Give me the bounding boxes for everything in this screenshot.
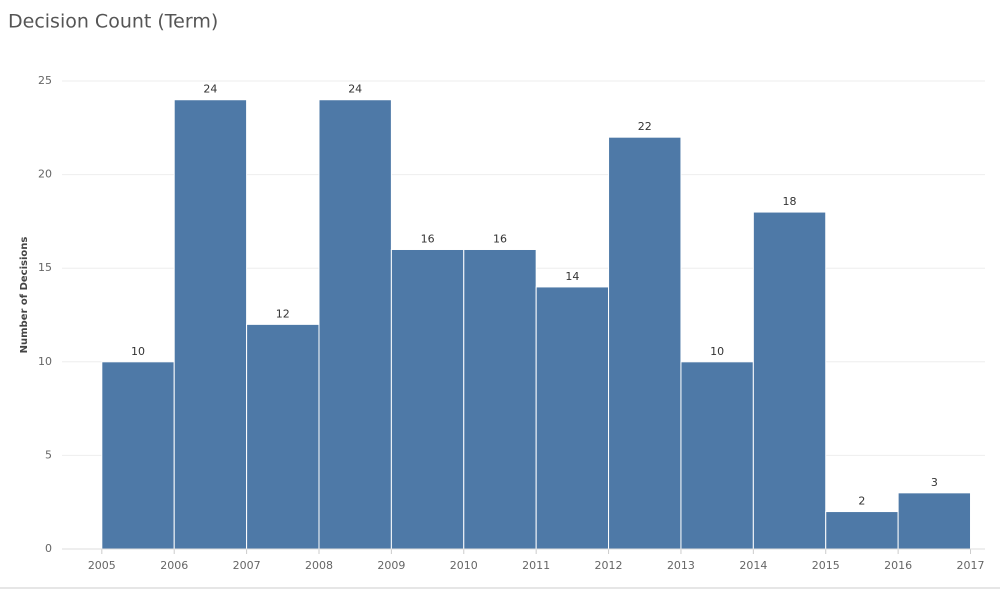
x-tick-label: 2017: [957, 559, 985, 572]
y-tick-label: 25: [38, 74, 52, 87]
y-tick-label: 5: [45, 448, 52, 461]
data-label: 24: [348, 83, 362, 96]
bar: [752, 211, 827, 550]
bar: [318, 99, 392, 550]
data-label: 16: [493, 232, 507, 245]
y-tick-label: 20: [38, 168, 52, 181]
y-tick-label: 0: [45, 542, 52, 555]
data-label: 3: [931, 476, 938, 489]
x-tick-label: 2009: [377, 559, 405, 572]
bar: [173, 99, 248, 550]
data-label: 18: [783, 195, 797, 208]
data-label: 10: [131, 345, 145, 358]
x-tick-label: 2014: [739, 559, 767, 572]
data-label: 24: [203, 83, 217, 96]
chart-title: Decision Count (Term): [8, 11, 218, 33]
data-label: 22: [638, 120, 652, 133]
bar: [246, 323, 320, 550]
x-tick-label: 2016: [884, 559, 912, 572]
x-tick-label: 2015: [812, 559, 840, 572]
x-tick-label: 2005: [88, 559, 116, 572]
y-axis-label: Number of Decisions: [19, 237, 30, 354]
bar: [608, 136, 682, 550]
data-label: 10: [710, 345, 724, 358]
bar: [463, 248, 537, 550]
bar: [897, 492, 972, 550]
bar: [390, 248, 465, 550]
x-tick-label: 2013: [667, 559, 695, 572]
bar: [535, 286, 610, 550]
bar: [825, 511, 899, 550]
data-label: 12: [276, 307, 290, 320]
data-label: 14: [565, 270, 579, 283]
y-tick-label: 10: [38, 355, 52, 368]
x-tick-label: 2011: [522, 559, 550, 572]
x-tick-label: 2008: [305, 559, 333, 572]
x-tick-label: 2006: [160, 559, 188, 572]
data-label: 2: [858, 495, 865, 508]
data-label: 16: [421, 232, 435, 245]
x-tick-label: 2010: [450, 559, 478, 572]
x-tick-label: 2007: [233, 559, 261, 572]
x-tick-label: 2012: [595, 559, 623, 572]
y-tick-label: 15: [38, 261, 52, 274]
bar: [680, 361, 754, 550]
bar: [101, 361, 175, 550]
